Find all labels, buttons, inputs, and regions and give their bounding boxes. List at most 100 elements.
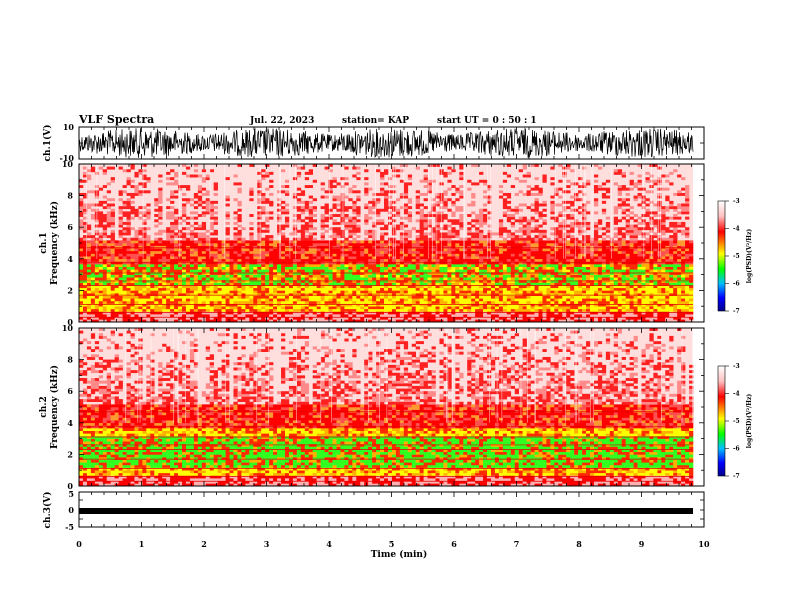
spectrogram-cell [498,248,504,252]
spectrogram-cell [356,171,361,175]
spectrogram-cell [288,285,294,289]
spectrogram-cell [368,240,373,244]
spectrogram-cell [352,237,357,241]
spectrogram-cell [162,266,167,270]
spectrogram-cell [229,250,234,254]
spectrogram-cell [502,271,508,275]
spectrogram-cell [419,279,424,283]
spectrogram-cell [300,253,306,257]
spectrogram-cell [82,256,88,260]
spectrogram-cell [427,214,432,217]
spectrogram-cell [174,264,179,267]
spectrogram-cell [174,232,179,236]
spectrogram-cell [415,240,420,244]
spectrogram-cell [79,256,84,260]
spectrogram-cell [181,164,187,167]
spectrogram-cell [281,300,286,304]
spectrogram-cell [197,298,203,302]
spectrogram-cell [158,214,163,217]
spectrogram-cell [292,269,298,273]
spectrogram-cell [249,314,254,318]
spectrogram-cell [407,279,413,283]
spectrogram-cell [158,277,163,281]
spectrogram-cell [273,258,278,262]
spectrogram-cell [114,256,119,260]
spectrogram-cell [209,285,214,289]
spectrogram-cell [205,285,211,289]
spectrogram-cell [455,266,460,270]
spectrogram-cell [209,203,214,207]
spectrogram-cell [320,248,325,252]
spectrogram-cell [138,277,143,281]
spectrogram-cell [372,248,377,252]
spectrogram-cell [423,221,428,225]
spectrogram-cell [241,264,246,267]
spectrogram-cell [443,203,448,207]
spectrogram-cell [391,314,397,318]
spectrogram-cell [82,253,88,257]
spectrogram-cell [154,290,159,294]
spectrogram-cell [154,298,159,302]
spectrogram-cell [110,229,115,233]
spectrogram-cell [261,206,266,210]
spectrogram-cell [514,177,519,181]
spectrogram-cell [300,300,306,304]
spectrogram-cell [94,314,100,318]
spectrogram-cell [245,243,250,246]
spectrogram-cell [328,182,333,186]
spectrogram-cell [257,206,262,210]
spectrogram-cell [174,195,179,199]
spectrogram-cell [384,203,389,207]
spectrogram-cell [126,182,131,186]
spectrogram-cell [356,303,361,307]
spectrogram-cell [399,308,405,312]
spectrogram-cell [94,264,100,267]
spectrogram-cell [134,293,139,296]
spectrogram-cell [316,300,321,304]
spectrogram-cell [399,224,405,228]
spectrogram-cell [483,245,488,249]
spectrogram-cell [502,293,508,296]
spectrogram-cell [209,248,214,252]
spectrogram-cell [332,232,337,236]
spectrogram-cell [308,232,314,236]
spectrogram-cell [479,211,484,215]
spectrogram-cell [79,214,84,217]
spectrogram-cell [193,164,199,167]
spectrogram-cell [423,253,428,257]
spectrogram-cell [86,224,92,228]
spectrogram-cell [166,290,171,294]
spectrogram-cell [106,203,111,207]
spectrogram-cell [387,293,393,296]
spectrogram-cell [522,229,527,233]
spectrogram-cell [197,190,203,194]
spectrogram-cell [376,200,381,204]
spectrogram-cell [439,311,444,315]
spectrogram-cell [292,277,298,281]
spectrogram-cell [372,256,377,260]
spectrogram-cell [526,171,531,175]
spectrogram-cell [178,300,183,304]
spectrogram-cell [376,211,381,215]
spectrogram-cell [340,264,345,267]
spectrogram-cell [340,277,345,281]
spectrogram-cell [344,303,349,307]
spectrogram-cell [249,303,254,307]
spectrogram-cell [376,279,381,283]
spectrogram-cell [455,293,460,296]
spectrogram-cell [316,279,321,283]
spectrogram-cell [273,240,278,244]
spectrogram-cell [86,269,92,273]
ch1-spectrogram-image [79,164,694,323]
spectrogram-cell [498,229,504,233]
spectrogram-cell [376,198,381,202]
spectrogram-cell [483,182,488,186]
spectrogram-cell [356,287,361,291]
spectrogram-cell [328,285,333,289]
spectrogram-cell [178,308,183,312]
spectrogram-cell [217,266,222,270]
spectrogram-cell [372,240,377,244]
spectrogram-cell [178,235,183,239]
spectrogram-cell [193,258,199,262]
spectrogram-cell [526,185,531,188]
